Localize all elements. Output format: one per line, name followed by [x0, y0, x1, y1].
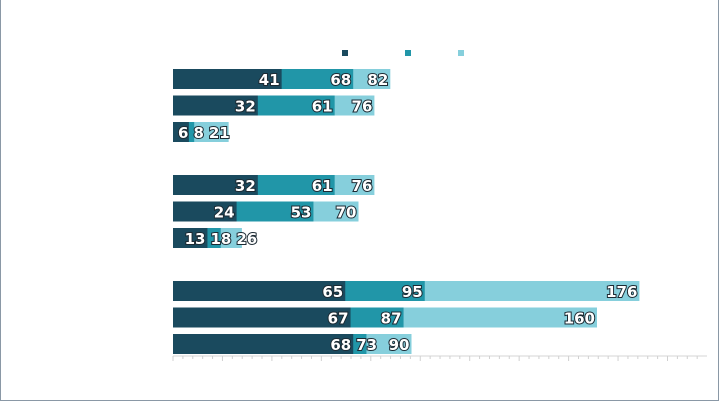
legend-swatch-1: [342, 50, 348, 56]
data-label: 90: [389, 336, 410, 354]
data-label: 65: [322, 283, 343, 301]
data-label: 82: [367, 71, 388, 89]
data-label: 61: [312, 177, 333, 195]
data-label: 13: [185, 230, 206, 248]
bar-g1-r2-s1: [173, 95, 258, 116]
data-label: 6: [178, 124, 188, 142]
bar-g3-r2-s1: [173, 307, 351, 328]
data-label: 68: [330, 336, 351, 354]
data-label: 8: [193, 124, 203, 142]
bar-g2-r1-s1: [173, 175, 258, 195]
bar-g2-r2-s1: [173, 201, 237, 222]
data-label: 70: [336, 204, 357, 222]
data-label: 76: [352, 98, 373, 116]
bar-g1-r3-s1: [173, 122, 189, 142]
data-label: 160: [564, 310, 595, 328]
data-label: 24: [214, 204, 235, 222]
data-label: 87: [381, 310, 402, 328]
data-label: 26: [236, 230, 257, 248]
data-label: 32: [235, 98, 256, 116]
data-label: 41: [259, 71, 280, 89]
data-label: 18: [210, 230, 231, 248]
data-label: 68: [330, 71, 351, 89]
legend-swatch-3: [458, 50, 464, 56]
data-label: 76: [352, 177, 373, 195]
bar-g3-r1-s1: [173, 281, 346, 301]
data-label: 67: [328, 310, 349, 328]
data-label: 95: [402, 283, 423, 301]
data-label: 176: [606, 283, 637, 301]
data-label: 61: [312, 98, 333, 116]
data-label: 73: [356, 336, 377, 354]
bar-g1-r1-s1: [173, 69, 282, 89]
bar-g2-r3-s1: [173, 228, 208, 248]
bar-g3-r3-s1: [173, 334, 354, 354]
data-label: 53: [291, 204, 312, 222]
legend-swatch-2: [405, 50, 411, 56]
data-label: 32: [235, 177, 256, 195]
data-label: 21: [209, 124, 230, 142]
